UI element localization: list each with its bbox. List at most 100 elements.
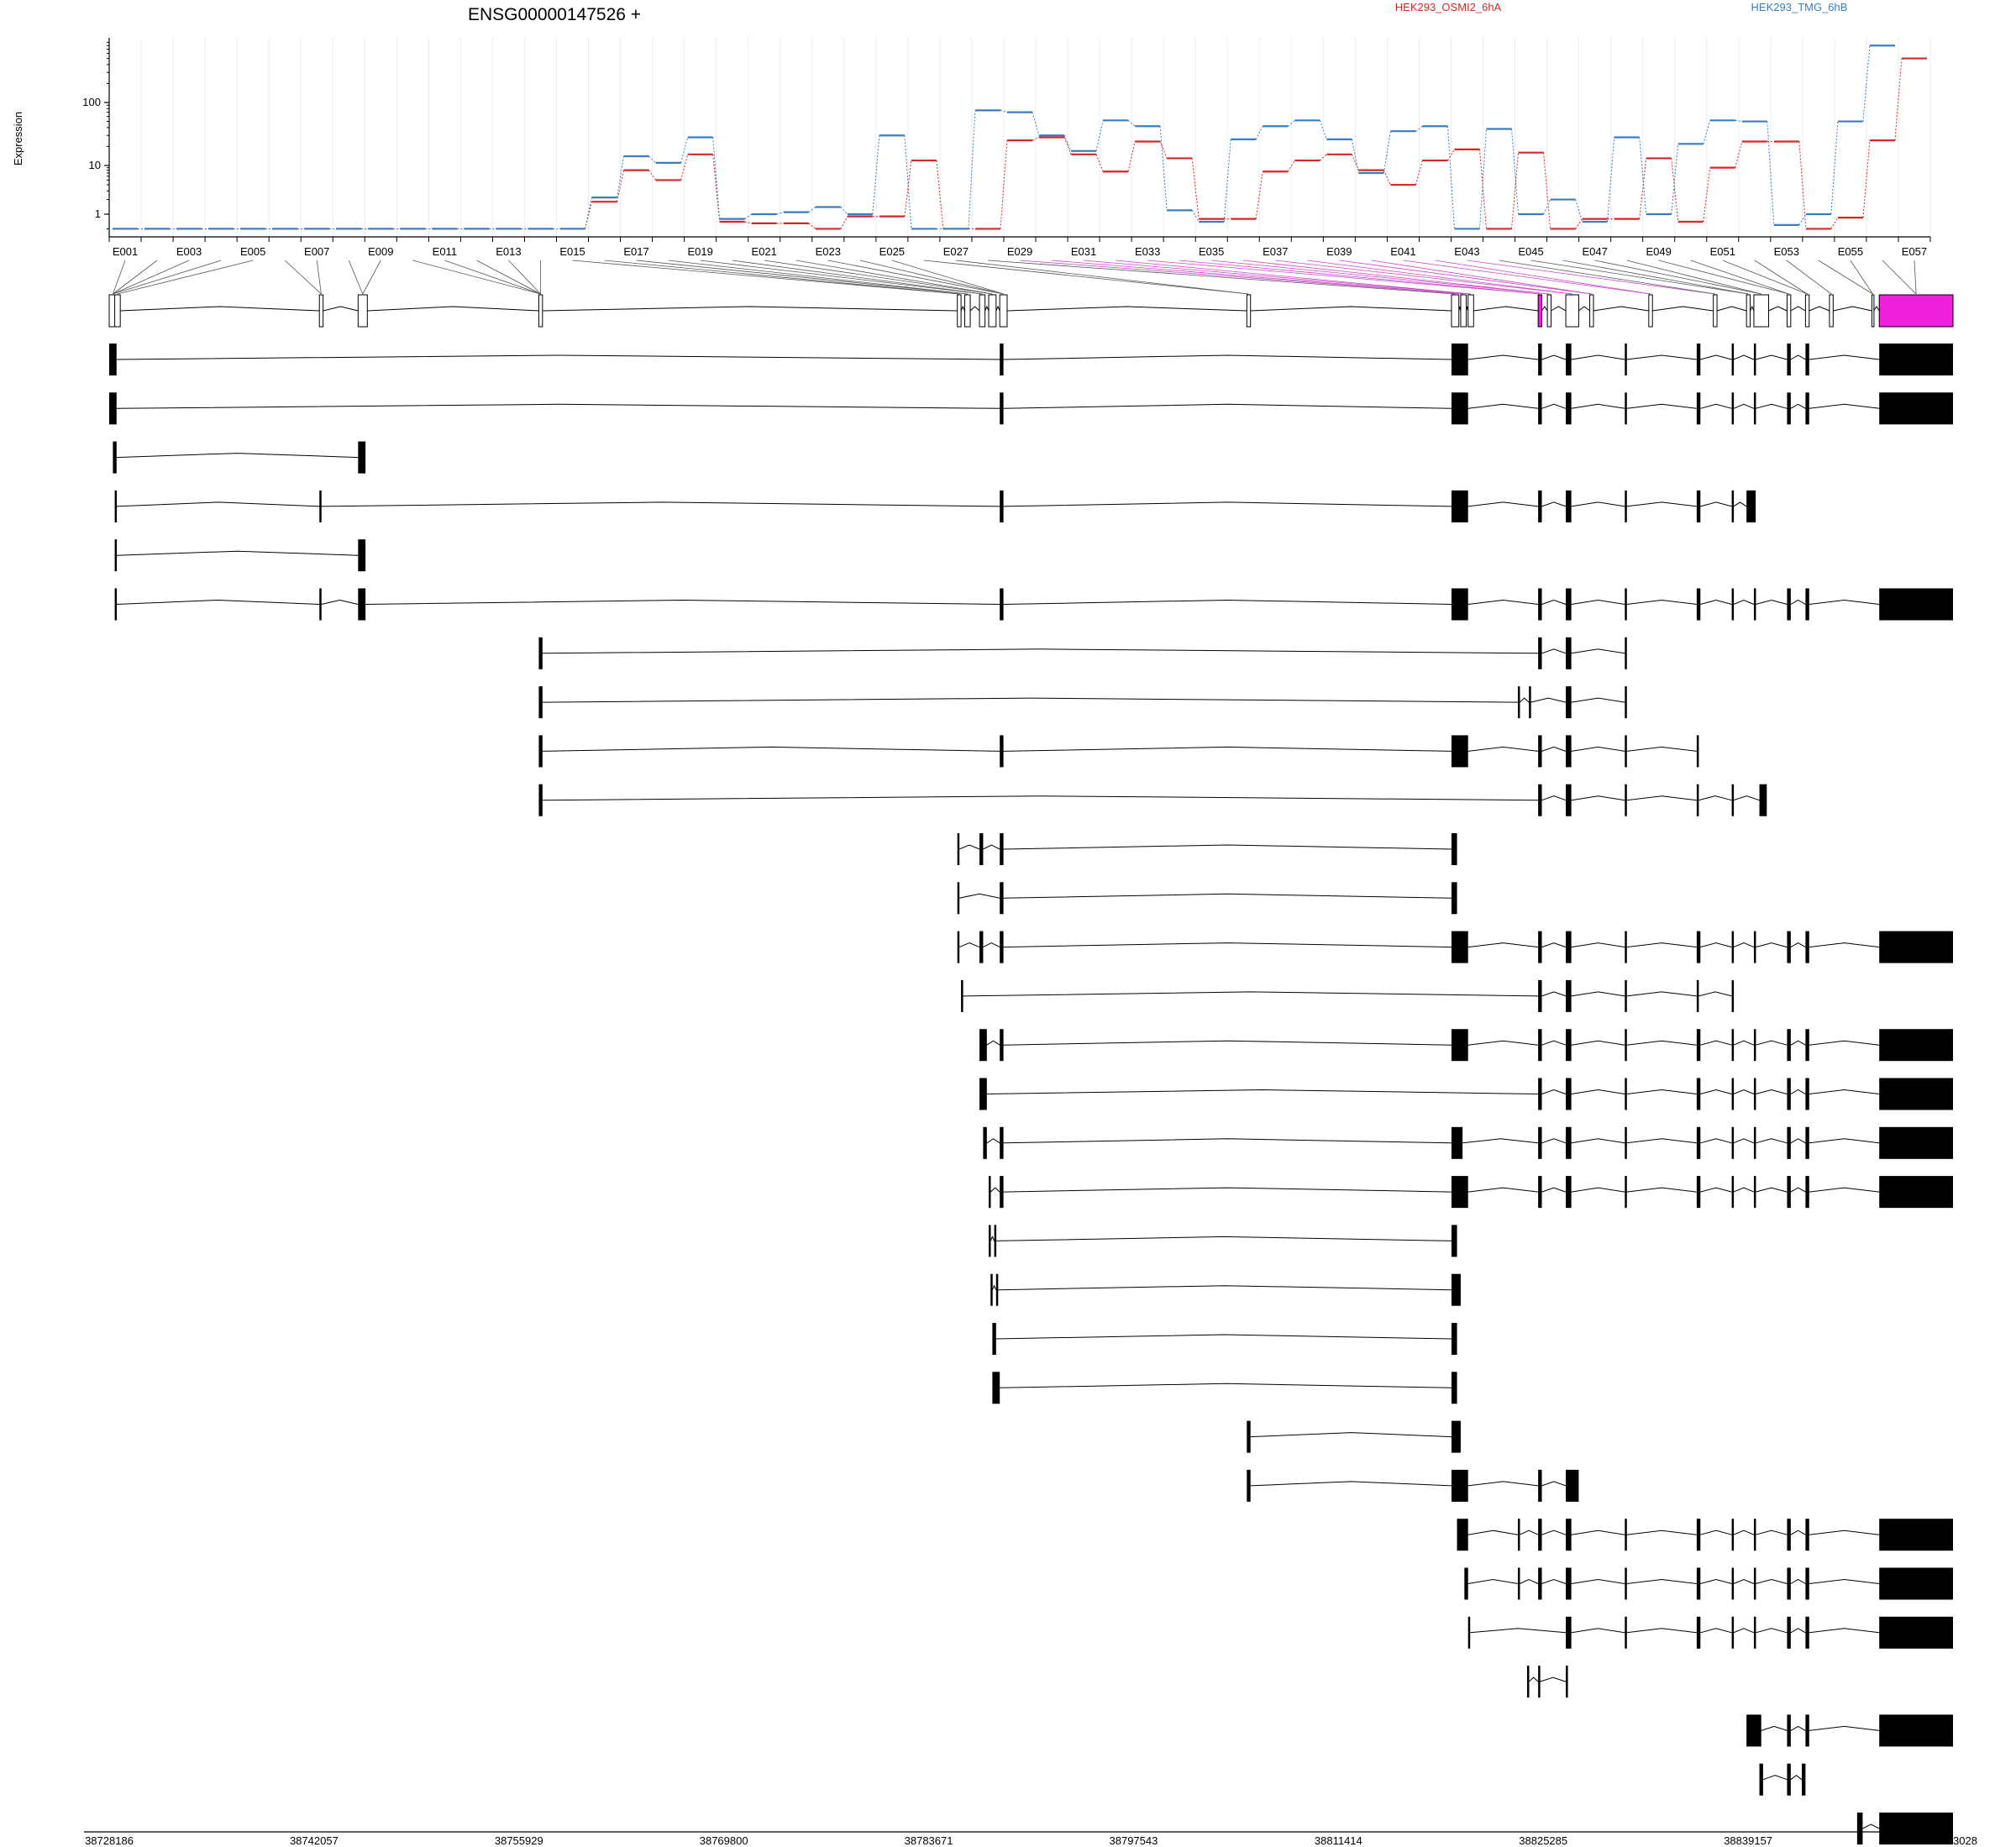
intron-line	[321, 501, 1000, 507]
intron-line	[1733, 1089, 1755, 1094]
intron-line	[1652, 306, 1714, 312]
exon-block	[1787, 931, 1791, 963]
exon-block	[1696, 1078, 1701, 1110]
exon-block	[1625, 784, 1627, 816]
intron-line	[1733, 599, 1755, 605]
intron-line	[1626, 599, 1697, 605]
intron-line	[995, 1236, 1452, 1241]
exon-block	[1451, 1029, 1468, 1062]
intron-line	[1541, 991, 1567, 997]
exon-block	[1566, 1029, 1572, 1062]
exon-block	[1538, 1666, 1541, 1698]
intron-line	[1003, 844, 1452, 850]
exon-block	[1538, 1519, 1542, 1551]
exon-block	[1566, 784, 1572, 816]
intron-line	[995, 1334, 1452, 1340]
intron-line	[1467, 746, 1539, 752]
intron-line	[1756, 403, 1788, 409]
transcript-row	[1746, 1714, 1953, 1747]
intron-line	[1756, 1138, 1788, 1144]
intron-line	[1733, 1530, 1755, 1535]
intron-line	[1768, 306, 1788, 312]
intron-line	[1809, 354, 1880, 360]
exon-block	[1731, 1126, 1735, 1159]
transcript-row	[989, 1225, 1457, 1257]
intron-line	[1790, 1089, 1806, 1094]
exon-block	[1731, 979, 1735, 1012]
intron-line	[1541, 746, 1567, 752]
exon-block	[1787, 1714, 1791, 1747]
bin-connector	[1000, 109, 1008, 113]
intron-line	[1698, 991, 1732, 997]
intron-line	[990, 1187, 1000, 1193]
bin-connector	[1894, 58, 1903, 141]
intron-line	[542, 697, 1518, 703]
bin-exon-connector	[316, 260, 322, 295]
intron-line	[1003, 1138, 1452, 1144]
bin-connector	[1703, 167, 1711, 223]
bin-connector	[1383, 131, 1391, 174]
exon-block	[1759, 784, 1767, 816]
intron-line	[1862, 1823, 1880, 1829]
intron-line	[1541, 403, 1567, 409]
exon-block	[1565, 294, 1579, 328]
exon-block	[538, 784, 543, 816]
genomic-axis: 38728186 38742057 38755929 38769800 38783671…	[84, 1831, 1977, 1847]
intron-line	[1809, 1530, 1880, 1535]
transcript-row	[114, 588, 1953, 621]
exon-block	[1566, 1469, 1579, 1502]
series-lines	[113, 45, 1927, 230]
exon-block	[318, 294, 324, 328]
exon-block	[538, 735, 543, 768]
intron-line	[1250, 1481, 1452, 1487]
exon-block	[1517, 1567, 1520, 1600]
exon-label: E017	[623, 245, 648, 258]
exon-block	[1451, 1469, 1468, 1502]
y-tick-label: 100	[82, 96, 101, 108]
exon-block	[1696, 392, 1701, 425]
intron-line	[1761, 1725, 1788, 1731]
intron-line	[1733, 403, 1755, 409]
genomic-tick-label: 38742057	[290, 1834, 339, 1847]
exon-block	[1538, 784, 1542, 816]
exon-block	[319, 490, 322, 522]
exon-block	[1805, 1078, 1809, 1110]
exon-block	[1805, 1616, 1809, 1649]
intron-line	[1809, 1138, 1880, 1144]
intron-line	[1756, 1040, 1788, 1046]
bin-exon-connector	[795, 260, 993, 295]
exon-block	[1517, 1519, 1520, 1551]
intron-line	[1716, 306, 1747, 312]
intron-line	[1571, 697, 1625, 703]
transcript-row	[992, 1372, 1457, 1404]
intron-line	[1003, 403, 1452, 409]
genomic-tick-label: 38825285	[1519, 1834, 1567, 1847]
intron-line	[1700, 599, 1732, 605]
intron-line	[1571, 599, 1625, 605]
exon-block	[1787, 1567, 1791, 1600]
exon-block	[1787, 1763, 1791, 1796]
bin-exon-connector	[1147, 260, 1541, 295]
exon-block	[1000, 1176, 1004, 1209]
exon-block	[1566, 490, 1572, 522]
exon-block	[1696, 1567, 1701, 1600]
bin-connector	[808, 223, 816, 229]
exon-block	[1787, 1616, 1791, 1649]
bin-connector	[1862, 45, 1871, 122]
bin-connector	[1287, 119, 1295, 127]
intron-line	[1700, 403, 1732, 409]
exon-block	[1625, 686, 1627, 719]
bin-connector	[1032, 137, 1040, 141]
bin-connector	[1543, 199, 1551, 215]
bin-exon-connector	[668, 260, 968, 295]
exon-block	[1000, 1029, 1004, 1062]
exon-label: E037	[1263, 245, 1288, 258]
bin-exon-connector	[891, 260, 1004, 295]
exon-block	[114, 539, 118, 572]
exon-label: E021	[752, 245, 777, 258]
transcript-row	[113, 441, 366, 474]
exon-block	[114, 588, 118, 621]
exon-block	[1829, 294, 1834, 328]
intron-line	[960, 305, 965, 312]
exon-block	[1000, 882, 1004, 915]
